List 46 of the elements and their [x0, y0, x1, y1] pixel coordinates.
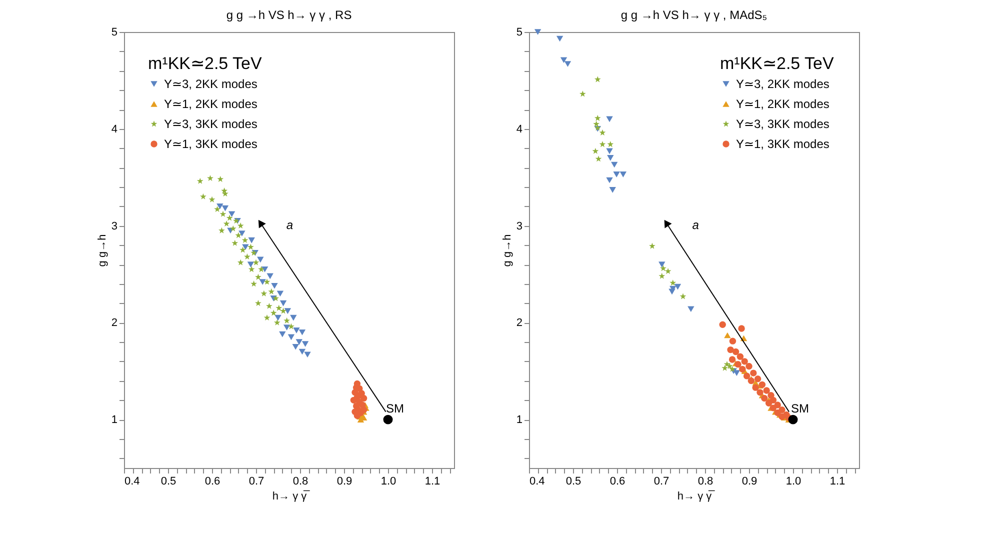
annotation: SM — [791, 402, 810, 416]
x-tick-label: 1.1 — [424, 476, 440, 488]
legend-title: m¹KK≃2.5 TeV — [720, 54, 835, 73]
legend-label: Y≃3, 2KK modes — [736, 77, 830, 91]
x-tick-label: 0.8 — [292, 476, 308, 488]
series-label: a — [286, 218, 294, 232]
x-axis-title: h→ γ γ̅ — [272, 490, 311, 502]
x-axis-title: h→ γ γ̅ — [677, 490, 716, 502]
x-tick-label: 0.9 — [336, 476, 352, 488]
y-tick-label: 1 — [516, 414, 522, 426]
x-tick-label: 0.7 — [248, 476, 264, 488]
x-tick-label: 0.5 — [160, 476, 176, 488]
x-tick-label: 0.8 — [698, 476, 714, 488]
y-tick-label: 2 — [516, 317, 522, 330]
annotation: SM — [386, 402, 404, 416]
y-tick-label: 3 — [111, 220, 118, 232]
x-tick-label: 1.0 — [380, 476, 396, 488]
x-tick-label: 0.4 — [530, 476, 545, 488]
y-axis-title: g g→h — [96, 234, 108, 267]
y-tick-label: 5 — [111, 26, 118, 38]
y-axis-title: g g→h — [501, 234, 514, 267]
y-tick-label: 4 — [516, 123, 522, 136]
x-tick-label: 0.6 — [610, 476, 626, 488]
y-tick-label: 4 — [111, 123, 118, 136]
legend-label: Y≃3, 3KK modes — [736, 117, 830, 131]
x-tick-label: 0.5 — [566, 476, 582, 488]
legend-label: Y≃1, 3KK modes — [736, 137, 830, 151]
y-tick-label: 2 — [111, 317, 118, 330]
chart-title: g g →h VS h→ γ γ , MAdS₅ — [620, 8, 768, 22]
legend-title: m¹KK≃2.5 TeV — [148, 54, 263, 73]
y-tick-label: 3 — [516, 220, 522, 232]
legend-label: Y≃1, 2KK modes — [164, 97, 258, 111]
x-tick-label: 0.4 — [124, 476, 140, 488]
legend-label: Y≃3, 2KK modes — [164, 77, 258, 91]
y-tick-label: 5 — [516, 26, 522, 38]
legend-label: Y≃3, 3KK modes — [164, 117, 258, 131]
legend-label: Y≃1, 2KK modes — [736, 97, 830, 111]
series-label: a — [692, 218, 700, 232]
x-tick-label: 0.6 — [204, 476, 220, 488]
legend-label: Y≃1, 3KK modes — [164, 137, 258, 151]
x-tick-label: 0.7 — [654, 476, 670, 488]
x-tick-label: 0.9 — [742, 476, 758, 488]
chart-title: g g →h VS h→ γ γ , RS — [226, 8, 352, 22]
x-tick-label: 1.1 — [830, 476, 846, 488]
x-tick-label: 1.0 — [786, 476, 802, 488]
y-tick-label: 1 — [111, 414, 118, 426]
